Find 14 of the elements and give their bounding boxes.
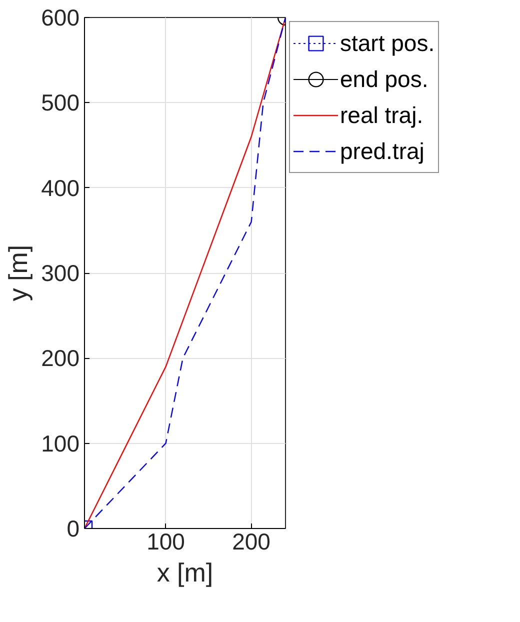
- legend-label: end pos.: [340, 64, 428, 94]
- y-tick-label: 500: [41, 90, 80, 116]
- legend-label: start pos.: [340, 28, 435, 58]
- y-tick-label: 100: [41, 430, 80, 456]
- y-axis-title: y [m]: [3, 244, 34, 302]
- y-tick-label: 0: [66, 516, 80, 542]
- y-tick-label: 400: [41, 174, 80, 201]
- y-tick-label: 300: [41, 260, 80, 286]
- line-series: [84, 18, 286, 528]
- x-axis-title: x [m]: [156, 558, 214, 588]
- y-tick-label: 200: [41, 345, 80, 372]
- legend-label: real traj.: [340, 100, 424, 130]
- legend-label: pred.traj: [340, 136, 424, 166]
- y-tick-label: 600: [41, 4, 80, 30]
